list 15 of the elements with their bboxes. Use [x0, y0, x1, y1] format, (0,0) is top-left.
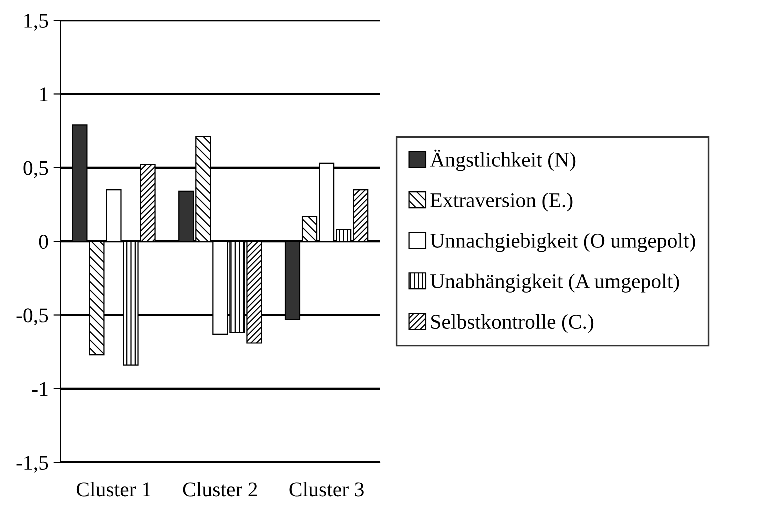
y-tick-label: 0,5 [24, 161, 48, 178]
x-tick-label: Cluster 2 [183, 482, 258, 497]
y-tick-label: 0 [39, 234, 48, 250]
y-tick-label: -0,5 [16, 308, 48, 326]
y-tick-label: -1 [32, 382, 48, 396]
legend-label: Unnachgiebigkeit (O umgepolt) [430, 233, 696, 252]
legend-label: Selbstkontrolle (C.) [432, 314, 594, 334]
x-tick-label: Cluster 3 [290, 482, 364, 497]
x-tick-label: Cluster 1 [76, 482, 151, 497]
legend-label: Ängstlichkeit (N) [430, 150, 576, 172]
y-tick-label: 1 [40, 88, 48, 102]
legend-label: Extraversion (E.) [430, 192, 573, 212]
y-tick-label: -1,5 [16, 456, 48, 474]
y-tick-label: 1,5 [24, 14, 48, 31]
legend-label: Unabhängigkeit (A umgepolt) [430, 274, 680, 293]
